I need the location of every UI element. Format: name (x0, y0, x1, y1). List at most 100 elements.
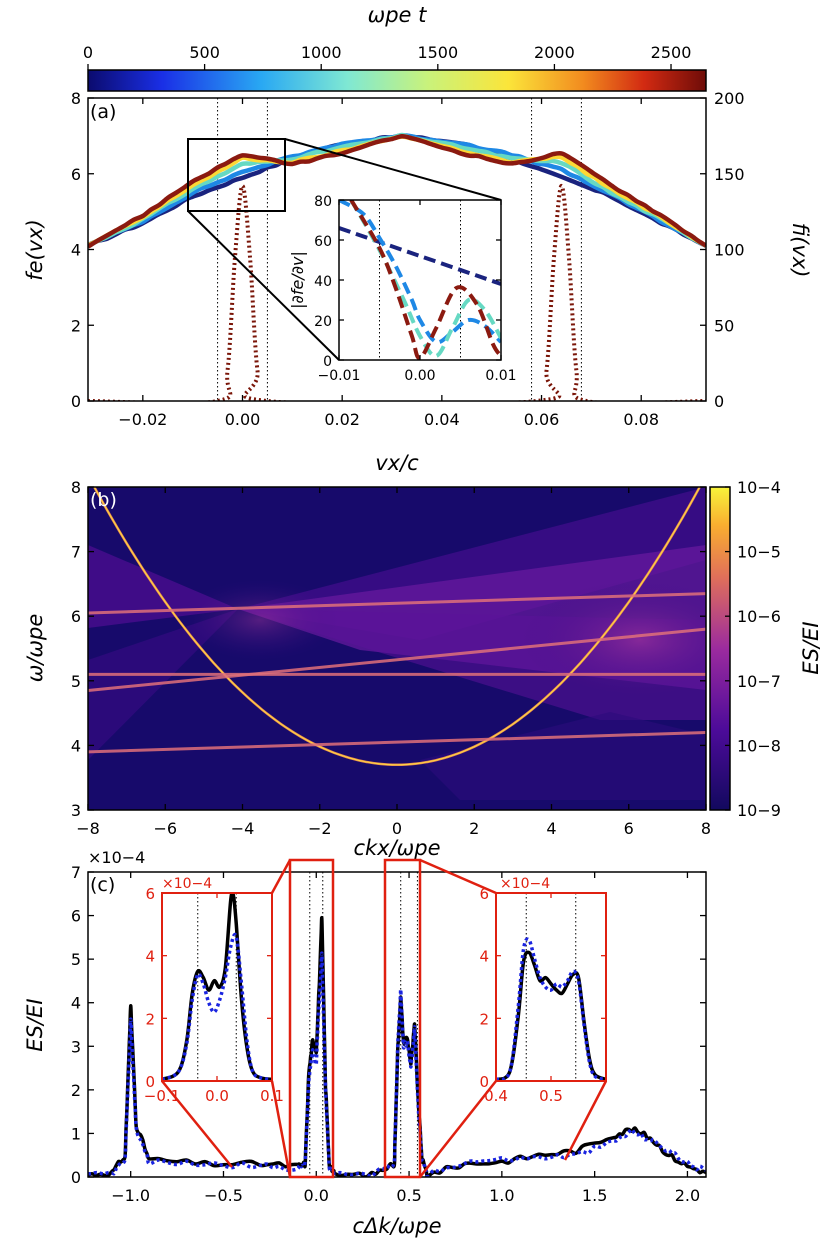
panel-c-y-tick-label: 1 (71, 1124, 81, 1143)
panel-a-x-tick-label: 0.04 (424, 410, 460, 429)
zoom-connector (161, 1080, 233, 1168)
colorbar-b-tick-label: 10−7 (737, 672, 781, 691)
inset-c2-x-tick-label: 0.4 (484, 1087, 508, 1105)
panel-b: −8 −6 −4 −2 0 2 4 6 8 3 4 5 6 7 8 (b) ckx/ωpe ω/ωpe 10… (23, 478, 823, 860)
colorbar-a-tick-label: 2000 (534, 43, 575, 62)
inset-c2-series (496, 937, 606, 1081)
inset-c1-x-tick-label: −0.1 (144, 1087, 180, 1105)
panel-a-yl-tick-label: 2 (71, 316, 81, 335)
panel-c-x-tick-label: 0.5 (396, 1186, 421, 1205)
inset-c2-vlines (525, 893, 577, 1081)
panel-a-yl-tick-label: 8 (71, 89, 81, 108)
panel-a-x-tick-label: 0.06 (524, 410, 560, 429)
panel-c-x-tick-label: 1.5 (582, 1186, 607, 1205)
panel-b-y-tick-label: 8 (71, 478, 81, 497)
inset-a-y-tick-label: 20 (314, 314, 332, 330)
colorbar-b-tick-label: 10−4 (737, 478, 781, 497)
zoom-connector (419, 858, 497, 895)
inset-c2-y-tick-label: 4 (479, 948, 489, 966)
zoom-rect-right (383, 858, 422, 1179)
zoom-connector (284, 138, 502, 201)
panel-c-ticks: −1.0 −0.5 0.0 0.5 1.0 1.5 2.0 0 1 2 3 4 5 6 7 (71, 863, 706, 1205)
panel-b-x-tick-label: −6 (153, 819, 177, 838)
colorbar-a (87, 69, 707, 92)
panel-b-y-tick-label: 6 (71, 607, 81, 626)
zoom-connector (563, 1080, 608, 1161)
panel-b-y-tick-label: 7 (71, 543, 81, 562)
inset-c2-yscale: ×10−4 (500, 876, 550, 892)
inset-a-x-tick-label: −0.01 (318, 368, 361, 384)
inset-a-series (339, 200, 501, 360)
panel-b-xlabel: ckx/ωpe (353, 836, 440, 860)
inset-c2-x-tick-label: 0.5 (539, 1087, 563, 1105)
inset-c2-y-tick-label: 6 (479, 885, 489, 903)
panel-a-yr-tick-label: 50 (714, 316, 734, 335)
heatmap-features (88, 487, 706, 767)
panel-c-yscale: ×10−4 (88, 848, 145, 867)
panel-a: ωpe t 0 500 1000 1500 2000 2500 −0.02 0.00 0.02… (23, 3, 812, 475)
inset-a-y-tick-label: 60 (314, 234, 332, 250)
panel-a-x-tick-label: 0.02 (324, 410, 360, 429)
colorbar-a-ticks: 0 500 1000 1500 2000 2500 (83, 43, 691, 70)
panel-c-x-tick-label: −1.0 (111, 1186, 150, 1205)
panel-a-yr-tick-label: 150 (714, 165, 745, 184)
panel-a-x-tick-label: 0.00 (225, 410, 261, 429)
zoom-rect-left (288, 858, 335, 1179)
inset-c1-series (162, 893, 272, 1081)
inset-c2-y-tick-label: 0 (479, 1073, 489, 1091)
panel-c: ×10−4 −1.0 −0.5 0.0 0.5 1.0 1.5 2.0 0 1 2 3 4 5 6 7 (c… (23, 848, 707, 1238)
colorbar-b-tick-label: 10−8 (737, 736, 781, 755)
panel-b-y-tick-label: 3 (71, 801, 81, 820)
panel-b-x-tick-label: 4 (546, 819, 556, 838)
panel-b-x-tick-label: −2 (308, 819, 332, 838)
colorbar-a-tick-label: 1000 (301, 43, 342, 62)
colorbar-b-tick-label: 10−9 (737, 801, 781, 820)
panel-a-yr-tick-label: 100 (714, 241, 745, 260)
zoom-connector (270, 1080, 292, 1178)
inset-c1-vlines (197, 893, 237, 1081)
inset-c1-y-tick-label: 4 (145, 948, 155, 966)
inset-c1-y-tick-label: 0 (145, 1073, 155, 1091)
inset-a-y-tick-label: 40 (314, 274, 332, 290)
panel-b-x-tick-label: 6 (624, 819, 634, 838)
colorbar-a-tick-label: 2500 (651, 43, 692, 62)
colorbar-b (709, 486, 731, 811)
panel-c-y-tick-label: 0 (71, 1168, 81, 1187)
dispersion-curve-core (93, 487, 701, 766)
inset-c1-yscale: ×10−4 (162, 876, 212, 892)
colorbar-a-tick-label: 500 (189, 43, 220, 62)
inset-c1-y-tick-label: 6 (145, 885, 155, 903)
panel-c-x-tick-label: 1.0 (489, 1186, 514, 1205)
panel-a-yl-tick-label: 6 (71, 165, 81, 184)
panel-a-x-tick-label: −0.02 (118, 410, 167, 429)
inset-c1-ticks: −0.1 0.0 0.1 0 2 4 6 (144, 885, 284, 1105)
colorbar-a-label: ωpe t (368, 3, 428, 27)
panel-b-x-tick-label: −4 (231, 819, 255, 838)
mode-line (88, 730, 706, 754)
panel-a-label: (a) (90, 101, 116, 123)
panel-c-ylabel: ES/EI (23, 998, 47, 1051)
model-series (88, 951, 706, 1177)
panel-a-ylabel-right: fi(vx) (788, 223, 812, 278)
panel-b-y-tick-label: 4 (71, 736, 81, 755)
panel-c-y-tick-label: 4 (71, 994, 81, 1013)
panel-c-y-tick-label: 3 (71, 1037, 81, 1056)
inset-c1-x-tick-label: 0.1 (260, 1087, 284, 1105)
inset-a-y-tick-label: 80 (314, 194, 332, 210)
panel-a-ticks: −0.02 0.00 0.02 0.04 0.06 0.08024680501001502… (71, 89, 745, 429)
panel-b-x-tick-label: 0 (392, 819, 402, 838)
panel-b-ylabel: ω/ωpe (23, 614, 47, 683)
inset-a-series (349, 200, 501, 360)
colorbar-b-label: ES/EI (799, 621, 823, 674)
panel-b-x-tick-label: 8 (701, 819, 711, 838)
panel-a-yr-tick-label: 0 (714, 392, 724, 411)
panel-a-yl-tick-label: 0 (71, 392, 81, 411)
inset-a-x-tick-label: 0.01 (485, 368, 516, 384)
inset-c1-x-tick-label: 0.0 (205, 1087, 229, 1105)
panel-c-x-tick-label: 0.0 (304, 1186, 329, 1205)
zoom-connector (270, 859, 292, 894)
zoom-connector (187, 210, 340, 361)
panel-a-yl-tick-label: 4 (71, 241, 81, 260)
colorbar-a-tick-label: 0 (83, 43, 93, 62)
panel-c-x-tick-label: −0.5 (204, 1186, 243, 1205)
